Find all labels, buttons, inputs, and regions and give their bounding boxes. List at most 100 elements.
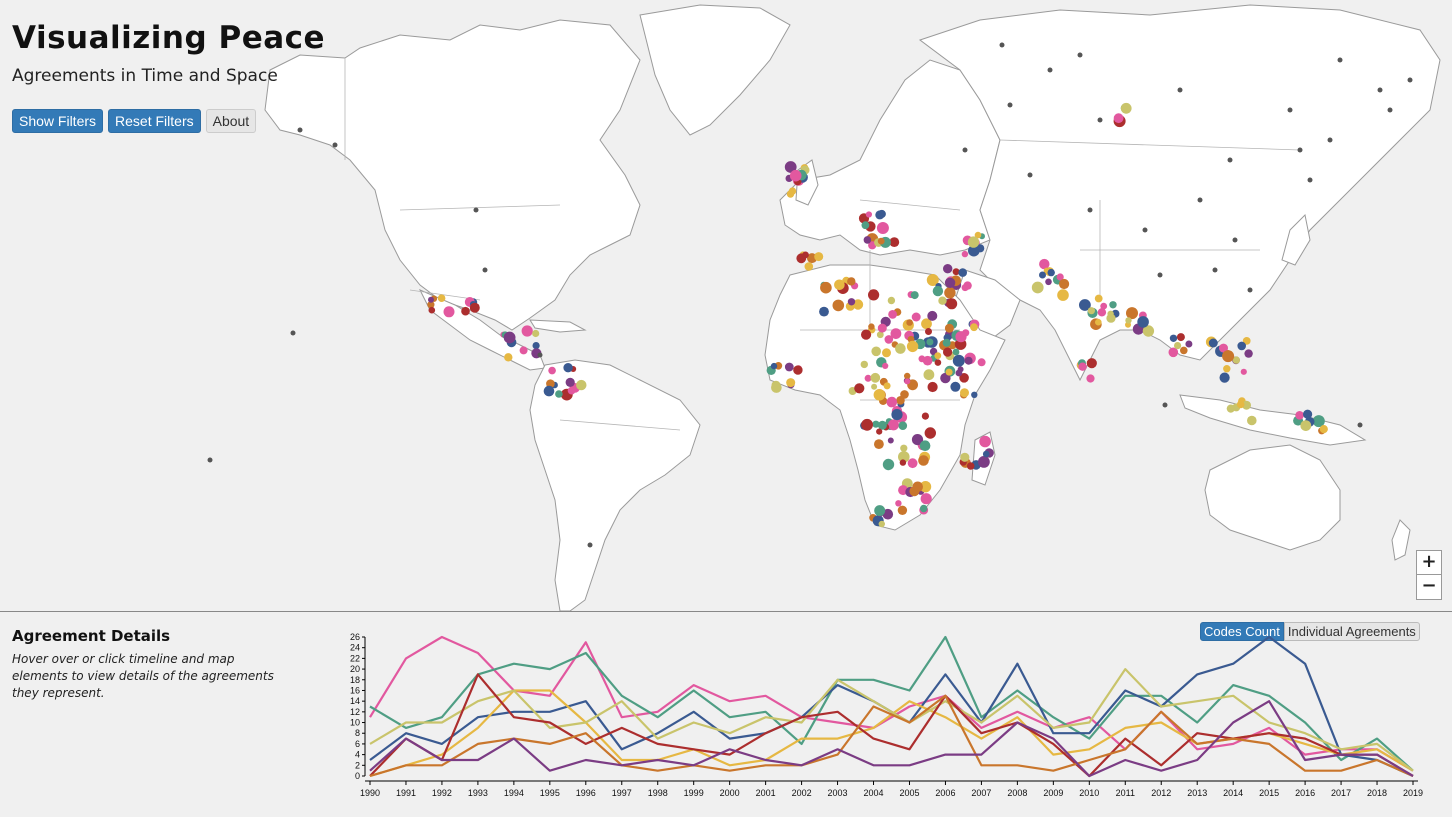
world-map[interactable]: Visualizing Peace Agreements in Time and…: [0, 0, 1452, 612]
agreement-marker[interactable]: [834, 279, 845, 291]
agreement-marker[interactable]: [521, 325, 533, 337]
agreement-marker[interactable]: [1078, 362, 1087, 371]
agreement-marker[interactable]: [890, 328, 902, 339]
agreement-marker[interactable]: [876, 428, 883, 435]
agreement-marker[interactable]: [927, 381, 938, 393]
agreement-marker[interactable]: [966, 462, 975, 470]
agreement-marker[interactable]: [868, 289, 880, 301]
location-dot[interactable]: [1307, 177, 1313, 183]
agreement-marker[interactable]: [1303, 409, 1313, 419]
agreement-marker[interactable]: [1242, 337, 1251, 345]
agreement-marker[interactable]: [1095, 318, 1102, 326]
agreement-marker[interactable]: [895, 500, 902, 507]
agreement-marker[interactable]: [863, 236, 872, 244]
agreement-marker[interactable]: [532, 329, 540, 338]
agreement-marker[interactable]: [882, 458, 895, 471]
agreement-marker[interactable]: [889, 237, 900, 248]
series-line-7[interactable]: [369, 694, 1414, 778]
agreement-marker[interactable]: [1039, 258, 1050, 270]
series-line-6[interactable]: [369, 673, 1414, 778]
location-dot[interactable]: [1097, 117, 1103, 123]
agreement-marker[interactable]: [1137, 316, 1149, 328]
agreement-marker[interactable]: [1056, 273, 1064, 281]
agreement-marker[interactable]: [770, 362, 778, 370]
location-dot[interactable]: [290, 330, 296, 336]
agreement-marker[interactable]: [882, 362, 889, 369]
agreement-marker[interactable]: [952, 268, 960, 276]
location-dot[interactable]: [482, 267, 488, 273]
agreement-marker[interactable]: [519, 346, 528, 355]
agreement-marker[interactable]: [861, 418, 873, 431]
location-dot[interactable]: [1297, 147, 1303, 153]
agreement-marker[interactable]: [784, 362, 794, 372]
agreement-marker[interactable]: [970, 323, 978, 332]
location-dot[interactable]: [1047, 67, 1053, 73]
agreement-marker[interactable]: [802, 251, 809, 259]
agreement-marker[interactable]: [897, 505, 908, 515]
location-dot[interactable]: [473, 207, 479, 213]
agreement-marker[interactable]: [872, 420, 880, 428]
agreement-marker[interactable]: [926, 274, 939, 286]
agreement-marker[interactable]: [919, 440, 931, 452]
agreement-marker[interactable]: [820, 281, 832, 294]
agreement-marker[interactable]: [1031, 281, 1044, 294]
agreement-marker[interactable]: [943, 347, 953, 357]
agreement-marker[interactable]: [1222, 350, 1235, 363]
agreement-marker[interactable]: [888, 310, 897, 319]
agreement-marker[interactable]: [982, 450, 990, 458]
agreement-marker[interactable]: [887, 437, 894, 444]
agreement-marker[interactable]: [877, 420, 887, 430]
agreement-marker[interactable]: [942, 338, 951, 347]
agreement-marker[interactable]: [1236, 400, 1245, 409]
agreement-marker[interactable]: [1237, 341, 1246, 351]
agreement-marker[interactable]: [875, 210, 885, 220]
agreement-marker[interactable]: [920, 504, 928, 513]
agreement-marker[interactable]: [1142, 325, 1155, 337]
agreement-marker[interactable]: [832, 299, 845, 312]
location-dot[interactable]: [1142, 227, 1148, 233]
agreement-marker[interactable]: [1120, 102, 1132, 114]
agreement-marker[interactable]: [934, 359, 942, 366]
agreement-marker[interactable]: [967, 236, 980, 248]
agreement-marker[interactable]: [786, 378, 796, 388]
agreement-marker[interactable]: [911, 434, 924, 446]
agreement-marker[interactable]: [944, 287, 956, 299]
agreement-marker[interactable]: [1232, 356, 1241, 364]
agreement-marker[interactable]: [900, 444, 908, 452]
agreement-marker[interactable]: [907, 458, 918, 469]
agreement-marker[interactable]: [789, 169, 802, 182]
agreement-marker[interactable]: [1219, 372, 1230, 383]
location-dot[interactable]: [1177, 87, 1183, 93]
location-dot[interactable]: [297, 127, 303, 133]
agreement-marker[interactable]: [443, 306, 455, 318]
agreement-marker[interactable]: [1168, 347, 1179, 358]
agreement-marker[interactable]: [870, 372, 881, 383]
agreement-marker[interactable]: [904, 378, 911, 385]
agreement-marker[interactable]: [1185, 340, 1193, 348]
agreement-marker[interactable]: [1086, 358, 1097, 369]
agreement-marker[interactable]: [852, 299, 864, 310]
agreement-marker[interactable]: [960, 452, 970, 462]
agreement-marker[interactable]: [918, 355, 926, 363]
agreement-marker[interactable]: [876, 222, 889, 234]
agreement-marker[interactable]: [1094, 294, 1103, 303]
agreement-marker[interactable]: [1219, 343, 1228, 353]
agreement-marker[interactable]: [964, 356, 973, 365]
agreement-marker[interactable]: [504, 353, 513, 362]
agreement-marker[interactable]: [469, 302, 480, 313]
agreement-marker[interactable]: [961, 284, 969, 292]
agreement-marker[interactable]: [461, 306, 470, 316]
agreement-marker[interactable]: [874, 439, 884, 449]
agreement-marker[interactable]: [912, 481, 923, 493]
agreement-marker[interactable]: [920, 493, 932, 505]
location-dot[interactable]: [1007, 102, 1013, 108]
location-dot[interactable]: [1197, 197, 1203, 203]
agreement-marker[interactable]: [946, 298, 958, 310]
agreement-marker[interactable]: [919, 481, 932, 493]
agreement-marker[interactable]: [978, 456, 990, 468]
location-dot[interactable]: [1287, 107, 1293, 113]
agreement-marker[interactable]: [847, 277, 856, 286]
location-dot[interactable]: [1357, 422, 1363, 428]
agreement-marker[interactable]: [1176, 333, 1185, 342]
